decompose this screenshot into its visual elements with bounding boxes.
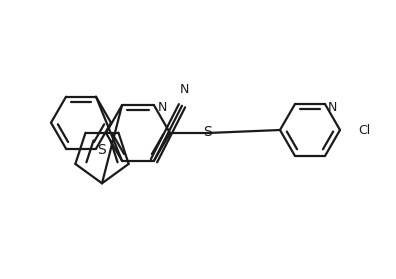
Text: S: S xyxy=(204,125,212,139)
Text: N: N xyxy=(158,101,168,114)
Text: Cl: Cl xyxy=(358,124,370,136)
Text: N: N xyxy=(179,83,188,96)
Text: N: N xyxy=(328,101,337,114)
Text: S: S xyxy=(98,143,107,157)
